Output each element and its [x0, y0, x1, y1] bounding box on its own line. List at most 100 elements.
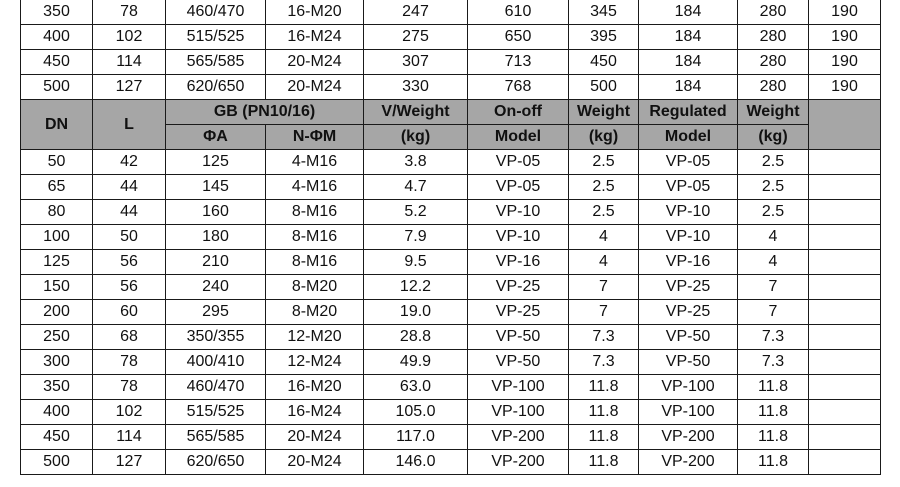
table-cell: 210 — [165, 249, 266, 275]
table-cell — [808, 399, 881, 425]
table-cell: VP-50 — [467, 349, 569, 375]
table-cell: VP-16 — [638, 249, 738, 275]
upper-table-section: 350 78 460/470 16-M20 247 610 345 184 280 190 400 1… — [20, 0, 881, 100]
table-cell: 4-M16 — [265, 174, 364, 200]
table-cell: 330 — [363, 74, 468, 100]
table-cell — [808, 274, 881, 300]
table-cell: 68 — [92, 324, 166, 350]
table-cell: 102 — [92, 24, 166, 50]
header-l: L — [92, 99, 166, 150]
table-row: 450 114 565/585 20-M24 307 713 450 184 280 190 — [20, 49, 881, 75]
table-cell: 460/470 — [165, 0, 266, 25]
table-cell: 280 — [737, 49, 809, 75]
table-cell: 7.3 — [568, 349, 639, 375]
table-cell: 127 — [92, 449, 166, 475]
table-cell: 160 — [165, 199, 266, 225]
header-onoff-model: Model — [467, 124, 569, 150]
table-cell: 114 — [92, 424, 166, 450]
table-cell: 80 — [20, 199, 93, 225]
table-cell: 20-M24 — [265, 74, 364, 100]
table-cell: 515/525 — [165, 24, 266, 50]
table-cell: 63.0 — [363, 374, 468, 400]
table-cell: 50 — [92, 224, 166, 250]
table-cell: 50 — [20, 149, 93, 175]
table-cell: 620/650 — [165, 74, 266, 100]
table-cell: 65 — [20, 174, 93, 200]
table-cell: 8-M20 — [265, 274, 364, 300]
table-row: 65 44 145 4-M16 4.7 VP-05 2.5 VP-05 2.5 — [20, 174, 881, 200]
table-cell: 44 — [92, 174, 166, 200]
table-cell: 105.0 — [363, 399, 468, 425]
table-cell: 146.0 — [363, 449, 468, 475]
table-row: 400 102 515/525 16-M24 105.0 VP-100 11.8 VP-100… — [20, 399, 881, 425]
table-cell: 4 — [568, 224, 639, 250]
table-cell: 610 — [467, 0, 569, 25]
table-cell — [808, 249, 881, 275]
table-cell: 11.8 — [568, 424, 639, 450]
table-cell: 60 — [92, 299, 166, 325]
table-cell: 395 — [568, 24, 639, 50]
table-cell: 8-M20 — [265, 299, 364, 325]
table-cell: 16-M20 — [265, 0, 364, 25]
table-row: 50 42 125 4-M16 3.8 VP-05 2.5 VP-05 2.5 — [20, 149, 881, 175]
header-weight-1: Weight — [568, 99, 639, 125]
table-cell: VP-10 — [467, 224, 569, 250]
table-row: 350 78 460/470 16-M20 247 610 345 184 280 190 — [20, 0, 881, 25]
table-cell: VP-50 — [638, 349, 738, 375]
table-cell — [808, 449, 881, 475]
table-cell: 350 — [20, 0, 93, 25]
table-cell: 5.2 — [363, 199, 468, 225]
table-cell: 11.8 — [737, 424, 809, 450]
table-cell: 19.0 — [363, 299, 468, 325]
table-cell: VP-10 — [638, 199, 738, 225]
table-cell: VP-100 — [638, 374, 738, 400]
header-v-weight-unit: (kg) — [363, 124, 468, 150]
table-cell: 400 — [20, 399, 93, 425]
table-cell: 4-M16 — [265, 149, 364, 175]
table-cell: 12-M20 — [265, 324, 364, 350]
table-cell: 450 — [20, 49, 93, 75]
header-onoff: On-off — [467, 99, 569, 125]
table-cell: 2.5 — [737, 174, 809, 200]
table-cell: 114 — [92, 49, 166, 75]
table-row: 300 78 400/410 12-M24 49.9 VP-50 7.3 VP-50 7.3 — [20, 349, 881, 375]
header-gb: GB (PN10/16) — [165, 99, 364, 125]
table-cell: 713 — [467, 49, 569, 75]
table-cell: VP-50 — [467, 324, 569, 350]
table-cell: 184 — [638, 0, 738, 25]
table-cell: 16-M20 — [265, 374, 364, 400]
table-cell: 180 — [165, 224, 266, 250]
table-cell: VP-05 — [467, 149, 569, 175]
table-cell: 11.8 — [737, 374, 809, 400]
table-cell: 49.9 — [363, 349, 468, 375]
table-cell: 78 — [92, 374, 166, 400]
table-row: 500 127 620/650 20-M24 146.0 VP-200 11.8 VP-200… — [20, 449, 881, 475]
table-cell: 4 — [737, 224, 809, 250]
table-row: 100 50 180 8-M16 7.9 VP-10 4 VP-10 4 — [20, 224, 881, 250]
table-cell: 200 — [20, 299, 93, 325]
table-cell: 240 — [165, 274, 266, 300]
table-cell: 125 — [165, 149, 266, 175]
table-cell: 7.3 — [737, 349, 809, 375]
table-cell: 56 — [92, 274, 166, 300]
table-row: 250 68 350/355 12-M20 28.8 VP-50 7.3 VP-50 7.3 — [20, 324, 881, 350]
table-cell: 500 — [20, 449, 93, 475]
table-cell: 20-M24 — [265, 49, 364, 75]
table-cell: 102 — [92, 399, 166, 425]
table-row: 80 44 160 8-M16 5.2 VP-10 2.5 VP-10 2.5 — [20, 199, 881, 225]
table-cell: 12-M24 — [265, 349, 364, 375]
table-cell: 184 — [638, 49, 738, 75]
table-cell: VP-10 — [467, 199, 569, 225]
table-cell: 7 — [568, 299, 639, 325]
header-row-1: DN L GB (PN10/16) V/Weight On-off Weight… — [20, 99, 881, 150]
table-header: DN L GB (PN10/16) V/Weight On-off Weight… — [20, 99, 881, 150]
table-cell: 7.3 — [737, 324, 809, 350]
table-cell: 400 — [20, 24, 93, 50]
table-row: 350 78 460/470 16-M20 63.0 VP-100 11.8 VP-100 11… — [20, 374, 881, 400]
table-cell: VP-16 — [467, 249, 569, 275]
table-cell: 184 — [638, 74, 738, 100]
table-cell: 11.8 — [737, 399, 809, 425]
table-cell: VP-25 — [467, 299, 569, 325]
table-cell: 7.3 — [568, 324, 639, 350]
table-cell: 350/355 — [165, 324, 266, 350]
